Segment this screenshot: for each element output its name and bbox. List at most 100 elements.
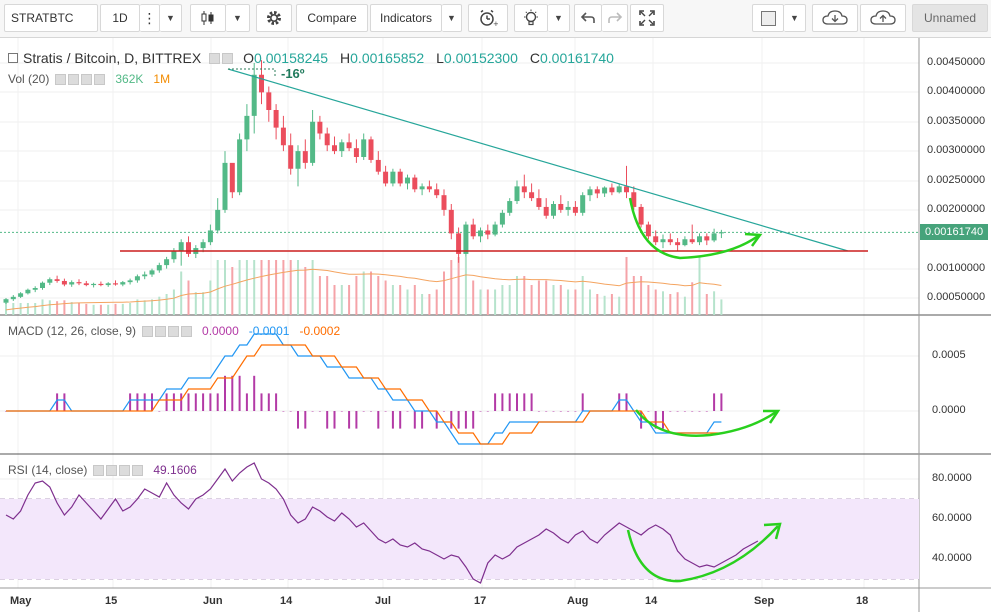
- histogram-bar: [537, 411, 540, 412]
- volume-bar: [676, 292, 679, 315]
- candle-body: [405, 177, 410, 184]
- volume-bar: [406, 289, 409, 315]
- alert-button[interactable]: +: [468, 4, 508, 32]
- macd-signal-value: -0.0002: [299, 324, 341, 338]
- candle-body: [302, 151, 308, 163]
- close-icon[interactable]: [181, 325, 193, 337]
- volume-bar: [26, 303, 29, 315]
- angle-guide: [228, 68, 276, 78]
- low-label: L: [436, 50, 444, 66]
- collapse-icon[interactable]: [8, 53, 18, 63]
- compare-button[interactable]: Compare: [296, 4, 368, 32]
- volume-bar: [151, 299, 153, 315]
- volume-bar: [19, 303, 22, 315]
- candle-body: [237, 139, 243, 193]
- candle-body: [3, 299, 9, 303]
- interval-menu-button[interactable]: ⋮: [140, 4, 160, 32]
- histogram-bar: [267, 393, 270, 411]
- gear-icon[interactable]: [106, 464, 118, 476]
- candle-body: [718, 232, 724, 234]
- candle-body: [40, 282, 45, 289]
- rsi-legend-buttons: [93, 464, 145, 476]
- volume-bar: [56, 301, 59, 315]
- angle-annotation: -16º: [281, 66, 305, 81]
- candles: [3, 60, 724, 304]
- histogram-bar: [552, 411, 555, 412]
- close-icon[interactable]: [132, 464, 144, 476]
- interval-dropdown-button[interactable]: ▼: [160, 4, 182, 32]
- eye-icon[interactable]: [209, 52, 221, 64]
- volume-bar: [63, 300, 66, 315]
- indicators-button[interactable]: Indicators: [370, 4, 442, 32]
- volume-bar: [603, 295, 606, 315]
- volume-legend: Vol (20) 362K 1M: [8, 72, 170, 86]
- compare-label: Compare: [307, 11, 357, 25]
- histogram-bar: [567, 411, 570, 412]
- undo-button[interactable]: [574, 4, 602, 32]
- layout-dropdown[interactable]: ▼: [784, 4, 806, 32]
- histogram-bar: [516, 393, 518, 411]
- redo-button[interactable]: [602, 4, 628, 32]
- chart-canvas[interactable]: [0, 38, 991, 612]
- gear-icon[interactable]: [68, 73, 80, 85]
- candle-body: [134, 276, 140, 281]
- chart-area[interactable]: Stratis / Bitcoin, D, BITTREX O 0.001582…: [0, 38, 991, 612]
- fullscreen-button[interactable]: [630, 4, 664, 32]
- chart-style-button[interactable]: [190, 4, 226, 32]
- volume-legend-buttons: [55, 73, 107, 85]
- volume-bar: [698, 257, 701, 315]
- plus-icon[interactable]: [168, 325, 180, 337]
- histogram-bar: [158, 411, 161, 412]
- volume-bar: [34, 303, 37, 315]
- eye-icon[interactable]: [93, 464, 105, 476]
- settings-button[interactable]: [256, 4, 292, 32]
- volume-bar: [355, 276, 358, 315]
- chevron-down-icon: ▼: [233, 13, 242, 23]
- histogram-bar: [413, 411, 416, 429]
- ideas-button[interactable]: [514, 4, 548, 32]
- histogram-bar: [224, 375, 226, 411]
- candle-body: [186, 242, 191, 254]
- ideas-dropdown[interactable]: ▼: [548, 4, 570, 32]
- volume-bar: [202, 292, 205, 315]
- volume-bar: [523, 276, 526, 315]
- eye-icon[interactable]: [55, 73, 67, 85]
- volume-bar: [348, 285, 351, 315]
- layout-name-button[interactable]: Unnamed: [912, 4, 988, 32]
- histogram-bar: [253, 375, 256, 411]
- chart-style-dropdown[interactable]: ▼: [226, 4, 250, 32]
- indicators-dropdown[interactable]: ▼: [442, 4, 462, 32]
- interval-button[interactable]: 1D: [100, 4, 140, 32]
- volume-bar: [625, 257, 628, 315]
- candle-body: [616, 186, 622, 193]
- close-icon[interactable]: [94, 73, 106, 85]
- histogram-bar: [143, 393, 146, 411]
- histogram-bar: [450, 411, 453, 429]
- volume-bar: [165, 294, 168, 315]
- load-layout-button[interactable]: [812, 4, 858, 32]
- histogram-bar: [340, 411, 343, 412]
- histogram-bar: [202, 393, 205, 411]
- histogram-bar: [297, 411, 299, 429]
- gear-icon[interactable]: [155, 325, 167, 337]
- candle-body: [624, 186, 629, 193]
- time-tick-label: 18: [856, 595, 869, 607]
- volume-bar: [516, 276, 518, 315]
- volume-bar: [589, 289, 591, 315]
- drawings[interactable]: [120, 68, 868, 583]
- candle-body: [178, 242, 184, 251]
- rsi-title: RSI (14, close): [8, 463, 88, 477]
- plus-icon[interactable]: [81, 73, 93, 85]
- symbol-input[interactable]: STRATBTC: [4, 4, 98, 32]
- layout-button[interactable]: [752, 4, 784, 32]
- volume-bar: [647, 285, 650, 315]
- volume-bar: [391, 285, 394, 315]
- gear-icon[interactable]: [222, 52, 234, 64]
- save-layout-button[interactable]: [860, 4, 906, 32]
- volume-bar: [567, 289, 570, 315]
- candle-body: [339, 142, 345, 152]
- plus-icon[interactable]: [119, 464, 131, 476]
- candle-body: [470, 224, 476, 237]
- eye-icon[interactable]: [142, 325, 154, 337]
- volume-bar: [384, 280, 387, 315]
